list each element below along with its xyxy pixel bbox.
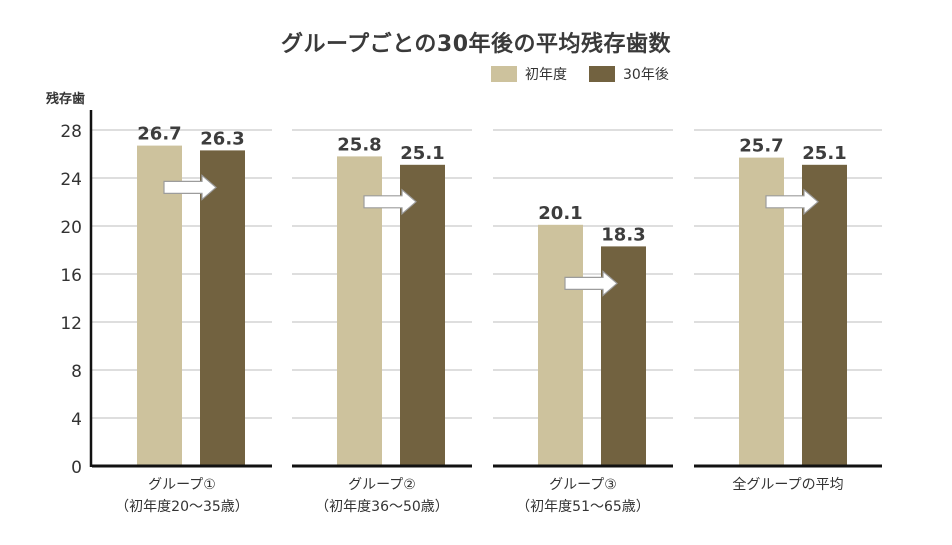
category-label: （初年度20〜35歳） <box>115 498 249 515</box>
bar-initial <box>137 145 182 466</box>
y-tick-label: 8 <box>71 362 82 382</box>
legend-item-initial: 初年度 <box>491 64 567 84</box>
bar-initial <box>739 157 784 466</box>
legend-label-initial: 初年度 <box>525 67 567 83</box>
right-arrow-icon <box>765 188 819 216</box>
y-tick-label: 4 <box>71 410 82 430</box>
category-label: 全グループの平均 <box>732 476 843 493</box>
bar-after30 <box>400 164 445 467</box>
category-label: グループ② <box>348 477 416 493</box>
category-label: （初年度51〜65歳） <box>516 498 650 515</box>
chart-legend: 初年度 30年後 <box>491 64 691 84</box>
data-label: 18.3 <box>601 224 645 245</box>
data-label: 26.7 <box>137 124 181 145</box>
legend-label-after30: 30年後 <box>623 67 669 83</box>
y-tick-label: 16 <box>60 266 82 286</box>
y-axis-label: 残存歯 <box>46 92 86 107</box>
bar-after30 <box>802 164 847 467</box>
y-tick-label: 28 <box>60 122 82 142</box>
category-label: （初年度36〜50歳） <box>315 498 449 515</box>
legend-swatch-after30 <box>589 66 615 82</box>
bar-initial <box>538 224 583 466</box>
data-label: 20.1 <box>538 203 582 224</box>
bar-after30 <box>200 150 245 466</box>
y-tick-label: 24 <box>60 170 82 190</box>
data-label: 25.8 <box>337 134 381 155</box>
chart-title: グループごとの30年後の平均残存歯数 <box>280 32 672 57</box>
right-arrow-icon <box>363 188 417 216</box>
legend-item-after30: 30年後 <box>589 64 669 84</box>
y-tick-label: 0 <box>71 458 82 478</box>
y-tick-label: 12 <box>60 314 82 334</box>
data-label: 25.1 <box>802 143 846 164</box>
right-arrow-icon <box>163 174 217 201</box>
category-label: グループ① <box>148 477 216 493</box>
category-label: グループ③ <box>549 477 617 493</box>
data-label: 26.3 <box>200 128 244 149</box>
y-tick-label: 20 <box>60 218 82 238</box>
right-arrow-icon <box>564 270 618 297</box>
data-label: 25.7 <box>739 136 783 157</box>
legend-swatch-initial <box>491 66 517 82</box>
data-label: 25.1 <box>400 143 444 164</box>
